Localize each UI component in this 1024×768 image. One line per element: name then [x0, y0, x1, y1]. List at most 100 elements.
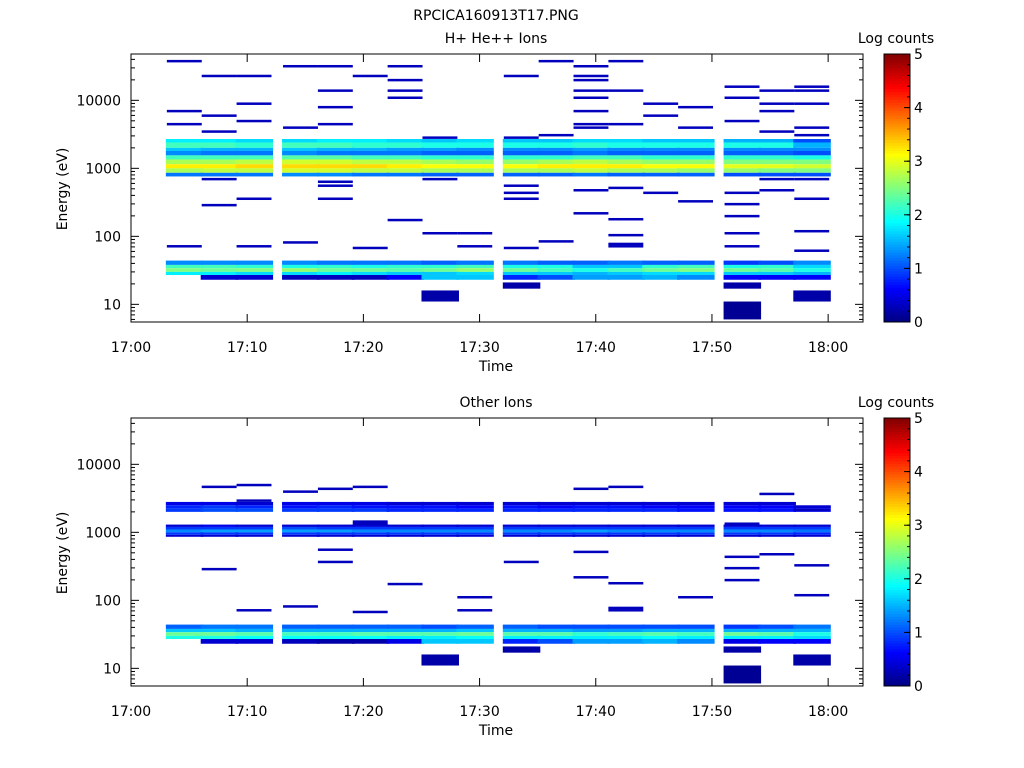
heatmap-cell	[235, 505, 274, 509]
colorbar-segment	[884, 573, 910, 577]
colorbar-segment	[884, 659, 910, 663]
heatmap-cell	[200, 635, 239, 640]
heatmap-cell	[608, 122, 644, 126]
colorbar-segment	[884, 134, 910, 138]
heatmap-cell	[677, 260, 715, 265]
colorbar-segment	[884, 94, 910, 98]
heatmap-cell	[503, 197, 539, 201]
colorbar-segment	[884, 605, 910, 609]
heatmap-cell	[502, 534, 541, 537]
colorbar-segment	[884, 423, 910, 427]
heatmap-cell	[607, 632, 645, 636]
heatmap-cell	[537, 628, 576, 633]
heatmap-cell	[758, 534, 796, 537]
heatmap-cell	[283, 241, 318, 244]
heatmap-cell	[608, 609, 644, 612]
colorbar-segment	[884, 667, 910, 671]
heatmap-cell	[235, 264, 274, 269]
heatmap-cell	[642, 159, 680, 165]
colorbar-tick-label: 2	[914, 572, 923, 588]
colorbar-segment	[884, 680, 910, 684]
colorbar-segment	[884, 59, 910, 63]
heatmap-cell	[677, 635, 715, 640]
heatmap-cell	[351, 275, 390, 280]
heatmap-cell	[386, 501, 425, 506]
heatmap-cell	[316, 264, 355, 269]
heatmap-cell	[235, 628, 274, 633]
heatmap-cell	[572, 260, 611, 265]
heatmap-cell	[317, 122, 353, 126]
x-tick-label: 17:30	[459, 704, 499, 720]
heatmap-cell	[502, 508, 541, 512]
colorbar-segment	[884, 525, 910, 529]
heatmap-cell	[537, 260, 576, 265]
heatmap-cell	[282, 524, 320, 527]
heatmap-cell	[677, 147, 715, 151]
colorbar-segment	[884, 281, 910, 285]
heatmap-cell	[235, 508, 274, 512]
heatmap-cell	[723, 275, 762, 280]
heatmap-cell	[386, 172, 425, 177]
heatmap-cell	[165, 524, 204, 527]
heatmap-cell	[642, 168, 680, 173]
heatmap-cell	[607, 147, 645, 151]
heatmap-cell	[166, 122, 202, 126]
heatmap-cell	[643, 114, 679, 117]
heatmap-cell	[573, 109, 609, 113]
heatmap-cell	[235, 142, 274, 148]
heatmap-cell	[608, 485, 644, 489]
heatmap-cell	[537, 142, 576, 148]
heatmap-cell	[456, 168, 494, 173]
colorbar-segment	[884, 201, 910, 205]
heatmap-cell	[759, 553, 795, 556]
heatmap-cell	[282, 271, 320, 276]
heatmap-cell	[642, 150, 680, 156]
heatmap-cell	[723, 260, 762, 265]
heatmap-cell	[537, 155, 576, 160]
heatmap-cell	[607, 526, 645, 530]
colorbar-segment	[884, 188, 910, 192]
heatmap-cell	[793, 532, 831, 535]
heatmap-cell	[200, 164, 239, 169]
heatmap-cell	[642, 139, 680, 143]
heatmap-cell	[456, 529, 494, 533]
heatmap-cell	[537, 139, 576, 143]
heatmap-cell	[316, 628, 355, 633]
colorbar-segment	[884, 541, 910, 545]
heatmap-cell	[794, 89, 830, 92]
colorbar-segment	[884, 627, 910, 631]
colorbar-segment	[884, 514, 910, 518]
heatmap-cell	[386, 139, 425, 143]
heatmap-cell	[235, 271, 274, 276]
heatmap-cell	[352, 522, 388, 525]
colorbar-segment	[884, 145, 910, 149]
colorbar-segment	[884, 313, 910, 318]
heatmap-cell	[793, 168, 831, 173]
colorbar-segment	[884, 190, 910, 194]
heatmap-cell	[166, 59, 202, 63]
heatmap-cell	[502, 632, 541, 636]
heatmap-cell	[793, 147, 831, 151]
heatmap-cell	[236, 609, 272, 612]
colorbar-segment	[884, 600, 910, 604]
colorbar-segment	[884, 177, 910, 181]
heatmap-cell	[607, 139, 645, 143]
heatmap-cell	[386, 526, 425, 530]
colorbar-segment	[884, 220, 910, 224]
heatmap-cell	[351, 635, 390, 640]
colorbar-segment	[884, 637, 910, 641]
plot-frame	[130, 417, 864, 687]
colorbar-segment	[884, 112, 910, 117]
colorbar-segment	[884, 225, 910, 229]
colorbar-segment	[884, 155, 910, 160]
heatmap-cell	[608, 217, 644, 221]
heatmap-cell	[608, 59, 644, 63]
heatmap-cell	[677, 505, 715, 509]
colorbar-segment	[884, 485, 910, 489]
heatmap-cell	[758, 524, 796, 527]
colorbar-segment	[884, 493, 910, 497]
heatmap-cell	[572, 624, 611, 629]
heatmap-cell	[793, 635, 831, 640]
heatmap-cell	[758, 155, 796, 160]
colorbar-segment	[884, 560, 910, 564]
